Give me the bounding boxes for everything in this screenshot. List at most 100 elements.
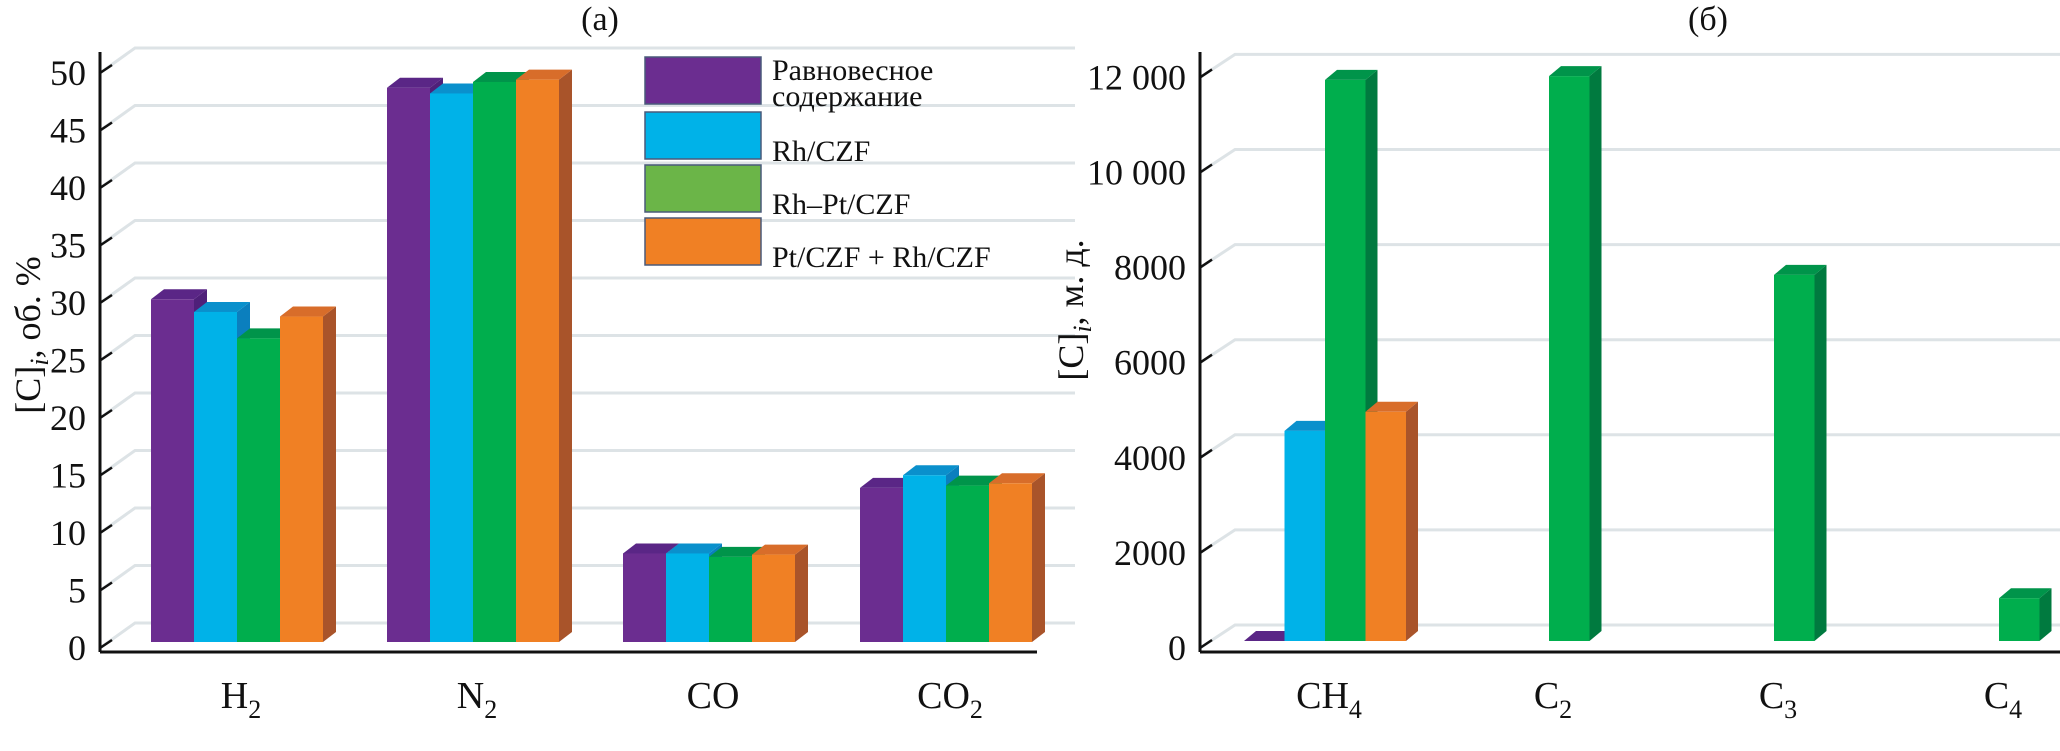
bar-front-face bbox=[903, 475, 946, 642]
y-tick-mark bbox=[1199, 448, 1213, 459]
x-tick-label: CO2 bbox=[917, 675, 983, 724]
x-tick-label-main: CO bbox=[687, 675, 740, 717]
bar-front-face bbox=[430, 93, 473, 642]
x-tick-label-main: CO bbox=[917, 675, 970, 717]
y-tick-mark bbox=[99, 121, 113, 132]
legend-swatch bbox=[644, 56, 762, 105]
y-tick-label: 45 bbox=[50, 111, 86, 151]
bar bbox=[1365, 401, 1418, 641]
bar-front-face bbox=[860, 487, 903, 642]
panel-b-y-ticks: 0 2000 4000 6000 8000 10 000 12 000 bbox=[1087, 57, 1213, 668]
bar-side-face bbox=[795, 544, 808, 642]
x-tick-label-subscript: 4 bbox=[1349, 695, 1362, 724]
y-tick-label: 10 bbox=[50, 513, 86, 553]
y-tick-label: 0 bbox=[1168, 628, 1186, 668]
bar-top-face bbox=[860, 477, 916, 488]
bar bbox=[1549, 66, 1602, 641]
legend-swatch bbox=[644, 164, 762, 213]
x-tick-label: C4 bbox=[1984, 675, 2022, 724]
y-tick-label: 35 bbox=[50, 226, 86, 266]
gridline bbox=[99, 104, 1075, 132]
y-tick-label: 0 bbox=[68, 628, 86, 668]
panel-a-y-label-sub: i bbox=[25, 359, 54, 366]
y-tick-mark bbox=[99, 63, 113, 75]
y-tick-label: 50 bbox=[50, 53, 86, 93]
legend-swatch bbox=[644, 217, 762, 266]
panel-b-y-label-sub: i bbox=[1068, 325, 1097, 332]
x-tick-label: CH4 bbox=[1296, 675, 1362, 724]
bar bbox=[989, 473, 1045, 642]
y-tick-mark bbox=[99, 581, 113, 592]
y-tick-label: 12 000 bbox=[1087, 57, 1186, 97]
bar-top-face bbox=[989, 473, 1045, 484]
bar-top-face bbox=[473, 71, 529, 82]
y-tick-mark bbox=[1199, 258, 1213, 269]
legend-swatch bbox=[644, 111, 762, 160]
bar-front-face bbox=[623, 553, 666, 642]
bar-side-face bbox=[323, 306, 336, 642]
legend-item: Rh–Pt/CZF bbox=[644, 164, 910, 221]
x-tick-label: C3 bbox=[1759, 675, 1797, 724]
bar-front-face bbox=[473, 81, 516, 642]
panel-a-y-label-main: [C] bbox=[8, 366, 48, 414]
bar-top-face bbox=[1284, 420, 1337, 431]
y-tick-label: 40 bbox=[50, 168, 86, 208]
y-tick-label: 25 bbox=[50, 341, 86, 381]
bar bbox=[1244, 631, 1297, 641]
x-tick-label-subscript: 2 bbox=[248, 695, 261, 724]
x-tick-label: H2 bbox=[221, 675, 261, 724]
bar-front-face bbox=[752, 554, 795, 642]
bar-front-face bbox=[237, 338, 280, 642]
x-tick-label-main: CH bbox=[1296, 675, 1349, 717]
y-tick-label: 8000 bbox=[1114, 248, 1186, 288]
bar-front-face bbox=[387, 87, 430, 642]
panel-b-bars bbox=[1244, 66, 2052, 641]
panel-b-x-tick-labels: CH4 C2 C3 C4 bbox=[1296, 675, 2022, 724]
y-tick-label: 6000 bbox=[1114, 343, 1186, 383]
y-tick-mark bbox=[1199, 543, 1213, 554]
bar-top-face bbox=[280, 306, 336, 317]
bar-top-face bbox=[1999, 588, 2052, 599]
bar-top-face bbox=[516, 69, 572, 80]
bar-top-face bbox=[903, 465, 959, 476]
panel-a-bars bbox=[151, 69, 1045, 642]
bar-top-face bbox=[1549, 66, 1602, 77]
bar-front-face bbox=[1549, 76, 1590, 641]
bar-top-face bbox=[666, 543, 722, 554]
bar bbox=[860, 477, 916, 642]
legend-label: содержание bbox=[772, 80, 923, 113]
bar-front-face bbox=[709, 556, 752, 642]
bar-front-face bbox=[1999, 598, 2040, 641]
bar-side-face bbox=[1814, 264, 1827, 641]
y-tick-mark bbox=[99, 178, 113, 190]
legend-label: Равновесное bbox=[772, 54, 933, 87]
bar-top-face bbox=[1325, 69, 1378, 80]
bar bbox=[1999, 588, 2052, 641]
y-tick-mark bbox=[1199, 163, 1213, 174]
bar-top-face bbox=[151, 289, 207, 300]
bar bbox=[1774, 264, 1827, 641]
legend-label: Rh/CZF bbox=[772, 135, 870, 168]
legend-label: Pt/CZF + Rh/CZF bbox=[772, 241, 991, 274]
y-tick-label: 4000 bbox=[1114, 438, 1186, 478]
panel-a-y-axis-label: [C]i, об. % bbox=[8, 256, 54, 414]
bar-side-face bbox=[1032, 473, 1045, 642]
bar-top-face bbox=[709, 546, 765, 557]
bar-top-face bbox=[1365, 401, 1418, 412]
gridline bbox=[99, 161, 1075, 190]
bar bbox=[516, 69, 572, 642]
bar-front-face bbox=[516, 79, 559, 642]
y-tick-label: 5 bbox=[68, 571, 86, 611]
bar-top-face bbox=[946, 475, 1002, 486]
x-tick-label: C2 bbox=[1534, 675, 1572, 724]
bar-side-face bbox=[1589, 66, 1602, 641]
y-tick-mark bbox=[99, 466, 113, 477]
panel-a-x-tick-labels: H2 N2 CO CO2 bbox=[221, 675, 983, 724]
x-tick-label-subscript: 4 bbox=[2009, 695, 2022, 724]
y-tick-label: 20 bbox=[50, 398, 86, 438]
bar bbox=[280, 306, 336, 642]
y-tick-label: 15 bbox=[50, 456, 86, 496]
